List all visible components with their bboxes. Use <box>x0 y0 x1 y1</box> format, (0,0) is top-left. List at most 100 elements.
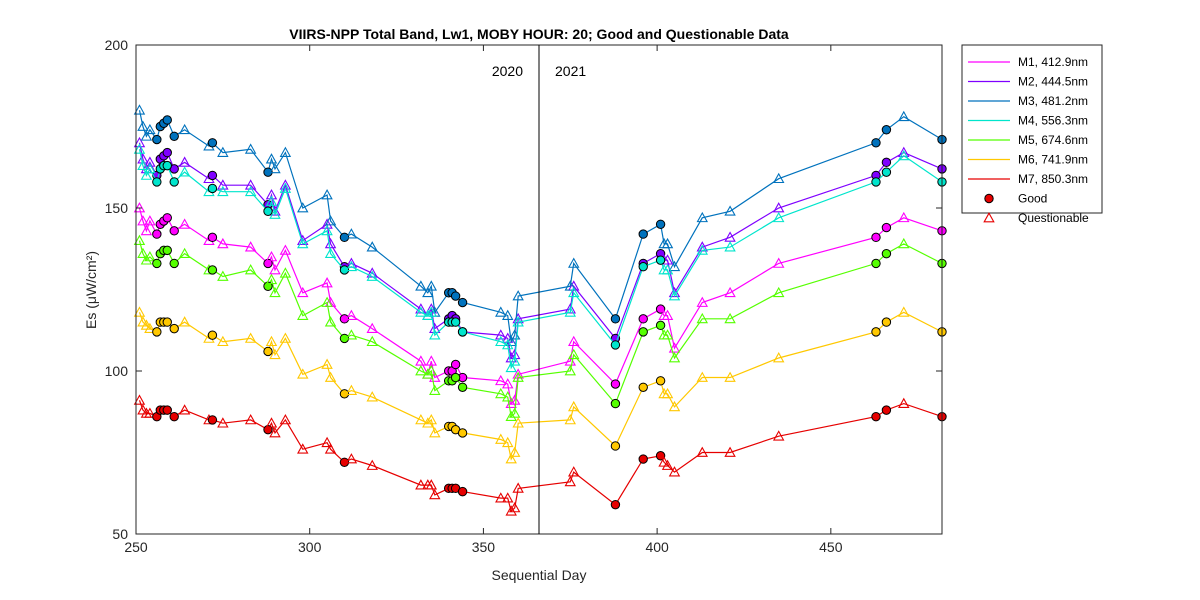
questionable-point <box>217 146 229 157</box>
questionable-point <box>495 492 507 503</box>
questionable-point <box>265 335 278 347</box>
questionable-point <box>144 322 156 334</box>
questionable-point <box>425 280 438 291</box>
questionable-point <box>137 120 149 131</box>
x-tick-label: 300 <box>298 539 322 555</box>
questionable-point <box>415 280 427 291</box>
questionable-point <box>279 332 292 343</box>
questionable-point <box>144 250 156 262</box>
questionable-point <box>140 169 153 180</box>
questionable-point <box>415 479 427 490</box>
y-tick-label: 200 <box>105 37 129 53</box>
good-point <box>450 317 461 327</box>
questionable-point <box>668 400 681 412</box>
good-point <box>610 441 621 451</box>
good-point <box>152 134 162 145</box>
good-point <box>871 258 881 269</box>
questionable-point <box>345 228 358 239</box>
questionable-point <box>501 378 514 389</box>
questionable-point <box>668 466 681 477</box>
good-point <box>162 115 172 125</box>
questionable-point <box>422 368 434 379</box>
questionable-point <box>429 427 441 438</box>
questionable-point <box>661 329 674 340</box>
questionable-point <box>345 453 358 464</box>
good-point <box>339 457 350 467</box>
good-point <box>207 170 218 181</box>
questionable-point <box>564 475 577 487</box>
questionable-point <box>501 309 514 320</box>
questionable-point <box>661 264 674 275</box>
questionable-point <box>321 358 333 369</box>
questionable-point <box>137 247 149 259</box>
questionable-point <box>696 211 709 223</box>
good-point <box>655 219 666 230</box>
good-point <box>881 157 892 168</box>
questionable-point <box>668 260 681 272</box>
questionable-point <box>178 166 191 177</box>
good-point <box>339 333 350 344</box>
questionable-point <box>495 374 507 386</box>
legend-good-label: Good <box>1018 192 1047 206</box>
good-point <box>207 138 218 148</box>
questionable-point <box>269 286 281 298</box>
questionable-point <box>564 306 577 317</box>
good-point <box>152 327 162 337</box>
questionable-point <box>429 488 441 500</box>
good-point <box>655 451 666 461</box>
good-point <box>610 379 621 389</box>
questionable-point <box>269 264 281 275</box>
series-line <box>138 207 943 405</box>
questionable-point <box>324 237 337 249</box>
questionable-point <box>415 355 427 366</box>
questionable-point <box>772 430 785 441</box>
questionable-point <box>345 260 358 272</box>
series-layer <box>133 104 947 516</box>
questionable-point <box>495 433 507 444</box>
good-point <box>339 389 350 399</box>
legend-label: M7, 850.3nm <box>1018 172 1088 186</box>
good-point <box>881 248 892 259</box>
questionable-point <box>661 387 674 399</box>
questionable-point <box>217 270 229 281</box>
legend-label: M3, 481.2nm <box>1018 94 1088 108</box>
x-tick-label: 450 <box>819 539 843 555</box>
questionable-point <box>415 365 427 376</box>
questionable-point <box>501 391 514 402</box>
good-point <box>638 314 648 324</box>
good-point <box>207 183 218 194</box>
questionable-point <box>366 322 378 334</box>
good-point <box>152 229 162 239</box>
questionable-point <box>898 110 910 122</box>
good-point <box>263 167 273 177</box>
series-4 <box>133 143 947 373</box>
questionable-point <box>178 123 191 135</box>
questionable-point <box>661 237 674 249</box>
y-axis-label: Es (μW/cm²) <box>83 251 99 329</box>
good-point <box>263 346 273 357</box>
questionable-point <box>568 400 580 412</box>
questionable-point <box>178 218 191 229</box>
good-point <box>450 372 461 383</box>
questionable-point <box>133 306 146 317</box>
questionable-point <box>512 371 524 382</box>
series-5 <box>133 234 947 422</box>
questionable-point <box>244 241 257 252</box>
good-point <box>207 265 218 275</box>
questionable-point <box>898 149 910 161</box>
questionable-point <box>178 404 191 415</box>
questionable-point <box>429 384 441 395</box>
legend: M1, 412.9nm M2, 444.5nm M3, 481.2nm M4, 556… <box>961 44 1103 225</box>
questionable-point <box>501 492 514 503</box>
questionable-point <box>898 306 910 317</box>
axes: 250 300 350 400 450 50 100 150 200 <box>105 37 942 555</box>
questionable-point <box>898 237 910 249</box>
questionable-point <box>244 332 257 343</box>
good-point <box>457 428 468 438</box>
questionable-point <box>495 387 507 399</box>
questionable-point <box>217 335 229 347</box>
good-point <box>339 265 350 275</box>
questionable-point <box>144 407 156 418</box>
questionable-point <box>217 185 229 197</box>
